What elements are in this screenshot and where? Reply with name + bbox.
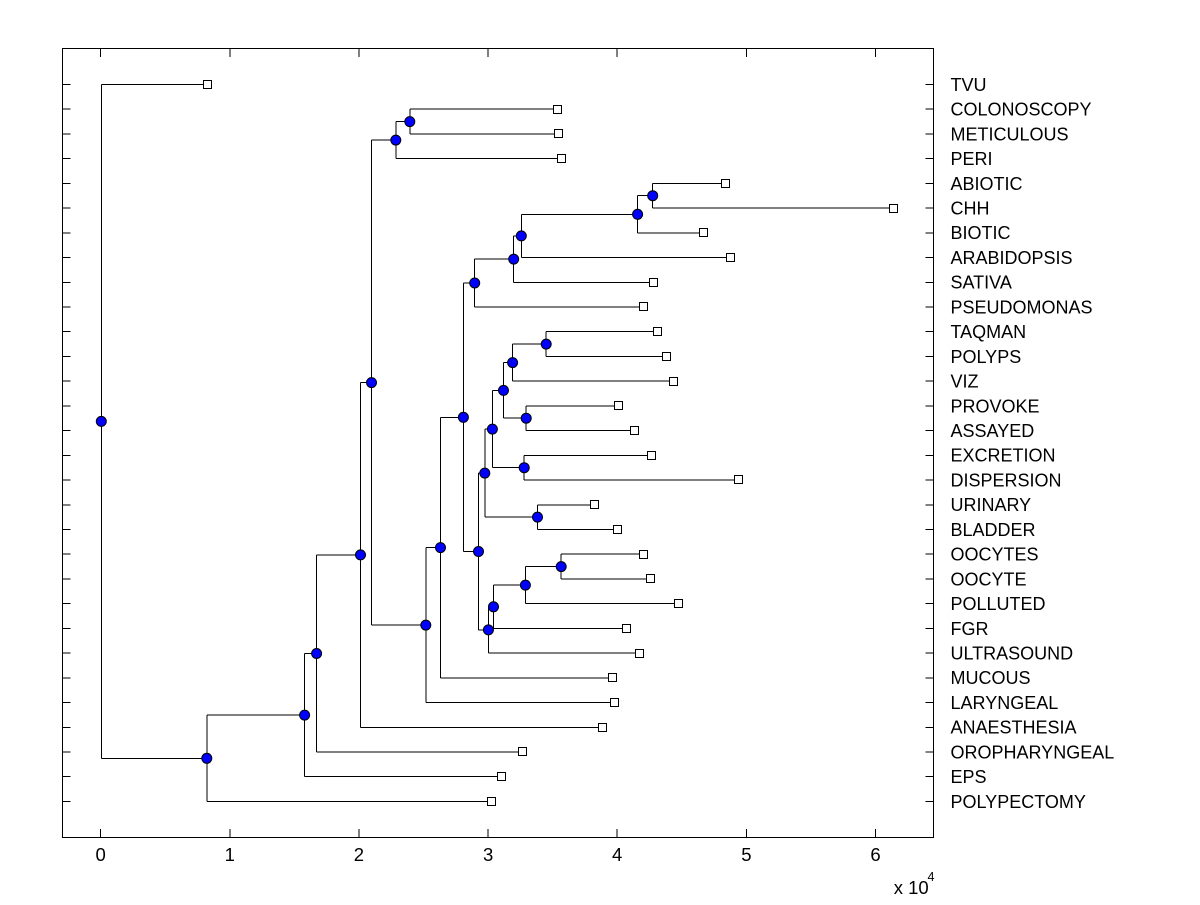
svg-text:VIZ: VIZ xyxy=(951,372,979,392)
svg-text:x 10: x 10 xyxy=(894,877,929,898)
svg-text:POLYPECTOMY: POLYPECTOMY xyxy=(951,792,1086,812)
svg-text:TVU: TVU xyxy=(951,75,987,95)
svg-text:CHH: CHH xyxy=(951,199,990,219)
svg-text:EPS: EPS xyxy=(951,767,987,787)
svg-text:2: 2 xyxy=(354,844,364,865)
svg-text:POLYPS: POLYPS xyxy=(951,347,1022,367)
svg-text:ULTRASOUND: ULTRASOUND xyxy=(951,644,1074,664)
svg-text:ABIOTIC: ABIOTIC xyxy=(951,174,1023,194)
svg-text:SATIVA: SATIVA xyxy=(951,273,1012,293)
svg-text:POLLUTED: POLLUTED xyxy=(951,594,1046,614)
svg-text:4: 4 xyxy=(612,844,622,865)
svg-text:ANAESTHESIA: ANAESTHESIA xyxy=(951,718,1077,738)
svg-text:TAQMAN: TAQMAN xyxy=(951,322,1027,342)
svg-text:3: 3 xyxy=(483,844,493,865)
svg-text:ARABIDOPSIS: ARABIDOPSIS xyxy=(951,248,1073,268)
svg-text:BLADDER: BLADDER xyxy=(951,520,1036,540)
svg-text:PERI: PERI xyxy=(951,149,993,169)
svg-text:OOCYTES: OOCYTES xyxy=(951,545,1039,565)
svg-text:MUCOUS: MUCOUS xyxy=(951,668,1031,688)
svg-text:COLONOSCOPY: COLONOSCOPY xyxy=(951,100,1092,120)
svg-text:6: 6 xyxy=(870,844,880,865)
svg-text:5: 5 xyxy=(741,844,751,865)
svg-text:ASSAYED: ASSAYED xyxy=(951,421,1035,441)
svg-text:EXCRETION: EXCRETION xyxy=(951,446,1056,466)
svg-text:OROPHARYNGEAL: OROPHARYNGEAL xyxy=(951,742,1115,762)
svg-text:LARYNGEAL: LARYNGEAL xyxy=(951,693,1059,713)
svg-text:METICULOUS: METICULOUS xyxy=(951,124,1069,144)
svg-text:OOCYTE: OOCYTE xyxy=(951,569,1027,589)
svg-text:BIOTIC: BIOTIC xyxy=(951,223,1011,243)
svg-text:FGR: FGR xyxy=(951,619,989,639)
svg-text:URINARY: URINARY xyxy=(951,495,1032,515)
svg-text:PSEUDOMONAS: PSEUDOMONAS xyxy=(951,297,1093,317)
svg-text:PROVOKE: PROVOKE xyxy=(951,396,1040,416)
svg-text:4: 4 xyxy=(928,870,935,884)
svg-text:1: 1 xyxy=(225,844,235,865)
svg-text:DISPERSION: DISPERSION xyxy=(951,471,1062,491)
svg-text:0: 0 xyxy=(95,844,105,865)
